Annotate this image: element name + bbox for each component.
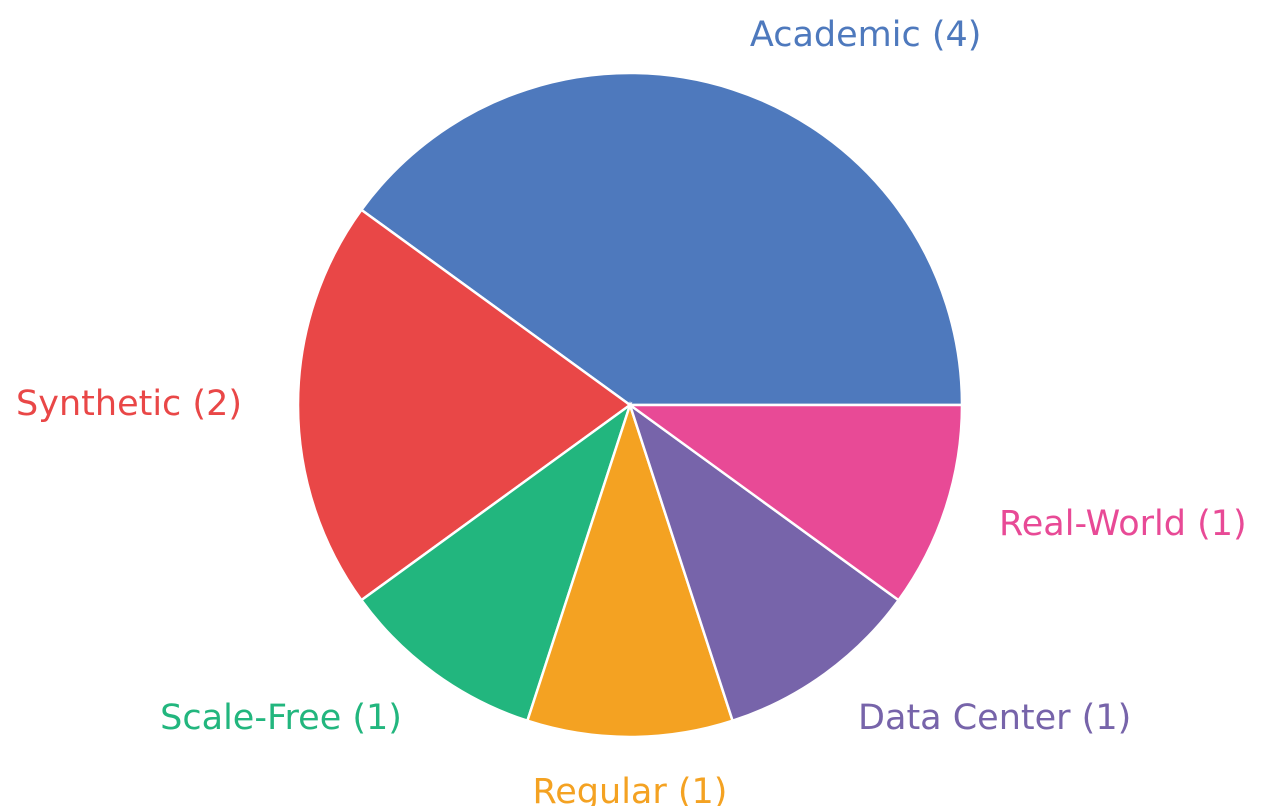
slice-label: Academic (4) bbox=[750, 15, 982, 55]
slice-label: Real-World (1) bbox=[999, 504, 1247, 544]
slice-label: Data Center (1) bbox=[858, 698, 1131, 738]
pie-slice bbox=[296, 208, 633, 602]
slice-label: Synthetic (2) bbox=[16, 384, 242, 424]
pie-slice bbox=[359, 401, 633, 723]
slice-label: Scale-Free (1) bbox=[160, 698, 402, 738]
pie-slice bbox=[626, 403, 964, 602]
pie-slice bbox=[525, 400, 735, 739]
pie-slice bbox=[359, 71, 964, 407]
slice-label: Regular (1) bbox=[533, 772, 728, 806]
pie-slice bbox=[627, 401, 901, 723]
